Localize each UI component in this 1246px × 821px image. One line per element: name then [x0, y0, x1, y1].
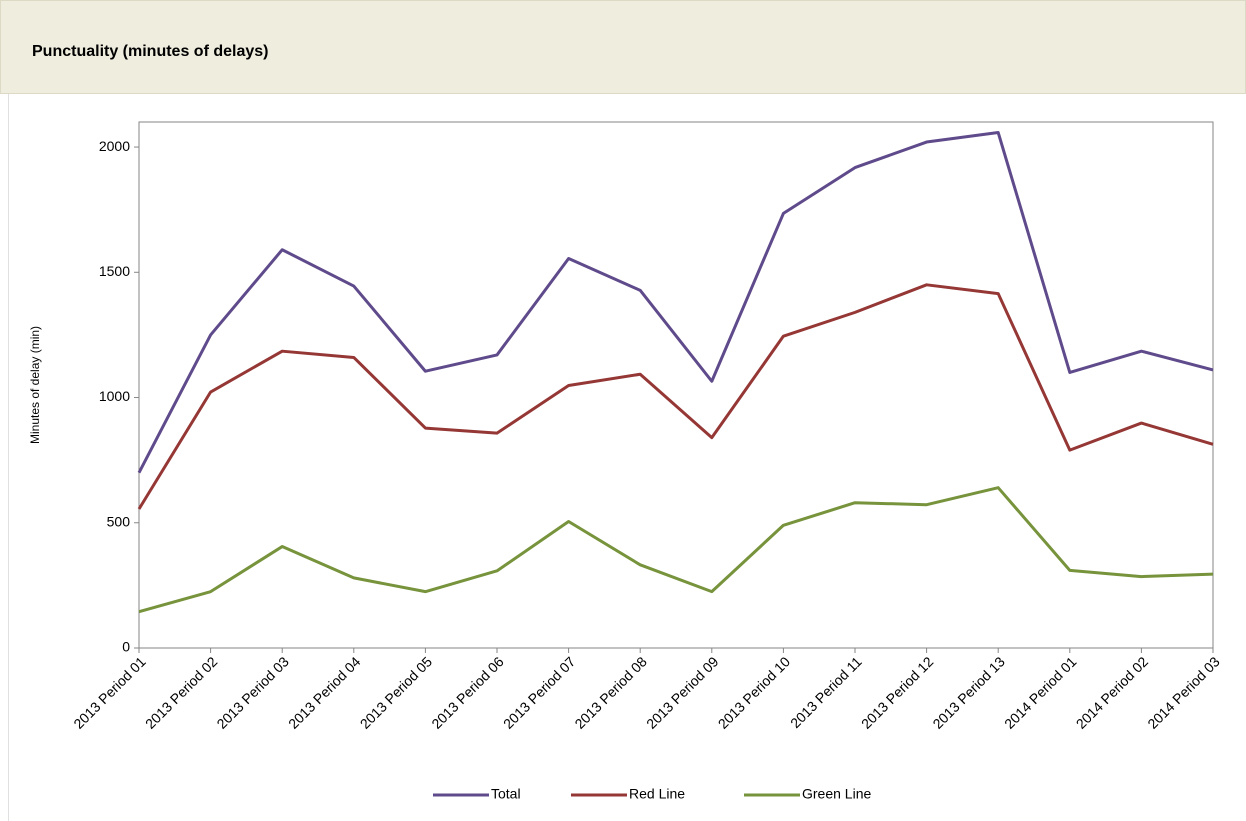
- x-tick-label: 2013 Period 10: [715, 653, 794, 732]
- x-tick-label: 2013 Period 11: [787, 653, 865, 731]
- x-tick-label: 2013 Period 09: [643, 653, 722, 732]
- x-tick-label: 2013 Period 13: [929, 653, 1008, 732]
- panel-header: [0, 0, 1246, 94]
- x-tick-label: 2013 Period 12: [858, 653, 937, 732]
- series-line: [138, 486, 1214, 614]
- x-tick-label: 2014 Period 02: [1073, 653, 1152, 732]
- x-tick-label: 2013 Period 02: [142, 653, 221, 732]
- y-tick-label: 500: [107, 513, 131, 529]
- x-tick-label: 2013 Period 07: [500, 653, 579, 732]
- x-tick-label: 2013 Period 05: [357, 653, 436, 732]
- y-axis-label: Minutes of delay (min): [28, 326, 42, 444]
- x-tick-label: 2013 Period 08: [571, 653, 650, 732]
- y-tick-label: 1500: [99, 263, 130, 279]
- legend-label: Total: [491, 786, 521, 802]
- y-tick-label: 0: [122, 639, 130, 655]
- x-tick-label: 2013 Period 03: [213, 653, 292, 732]
- series-line: [137, 283, 1214, 510]
- x-tick-label: 2014 Period 01: [1001, 653, 1080, 732]
- x-tick-label: 2013 Period 04: [285, 653, 364, 732]
- plot-frame: [138, 121, 1214, 649]
- y-tick-label: 2000: [99, 138, 130, 154]
- series-line: [137, 131, 1214, 474]
- y-tick-label: 1000: [99, 388, 130, 404]
- x-tick-label: 2014 Period 03: [1144, 653, 1223, 732]
- legend-label: Green Line: [802, 786, 871, 802]
- x-tick-label: 2013 Period 01: [70, 653, 149, 732]
- legend-label: Red Line: [629, 786, 685, 802]
- x-tick-label: 2013 Period 06: [428, 653, 507, 732]
- panel-title: Punctuality (minutes of delays): [32, 43, 268, 60]
